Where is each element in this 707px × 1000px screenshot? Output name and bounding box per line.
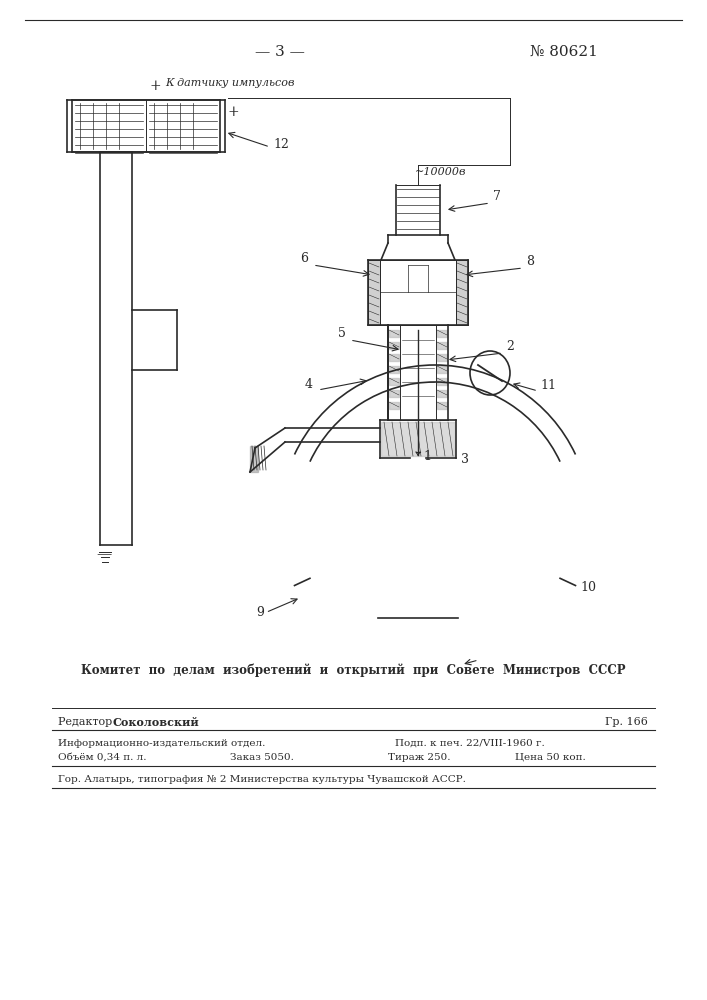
Polygon shape — [437, 390, 447, 397]
Polygon shape — [437, 402, 447, 409]
Polygon shape — [389, 366, 399, 373]
Text: 7: 7 — [493, 190, 501, 203]
Text: 1: 1 — [423, 450, 431, 463]
Polygon shape — [437, 378, 447, 385]
Text: Информационно-издательский отдел.: Информационно-издательский отдел. — [58, 738, 265, 748]
Text: 10: 10 — [580, 581, 597, 594]
Polygon shape — [456, 260, 468, 325]
Text: Гор. Алатырь, типография № 2 Министерства культуры Чувашской АССР.: Гор. Алатырь, типография № 2 Министерств… — [58, 774, 466, 784]
Text: —: — — [96, 547, 111, 561]
Text: Подп. к печ. 22/VIII-1960 г.: Подп. к печ. 22/VIII-1960 г. — [395, 738, 545, 748]
Polygon shape — [389, 390, 399, 397]
Text: 12: 12 — [273, 137, 289, 150]
Text: 2: 2 — [506, 340, 514, 353]
Text: Цена 50 коп.: Цена 50 коп. — [515, 752, 586, 762]
Polygon shape — [389, 378, 399, 385]
Polygon shape — [368, 260, 380, 325]
Polygon shape — [437, 342, 447, 349]
Text: +: + — [149, 79, 160, 93]
Text: 11: 11 — [540, 379, 556, 392]
Text: 4: 4 — [305, 378, 313, 391]
Polygon shape — [250, 446, 258, 472]
Text: Объём 0,34 п. л.: Объём 0,34 п. л. — [58, 752, 146, 762]
Text: +: + — [228, 105, 240, 119]
Polygon shape — [389, 354, 399, 361]
Text: 5: 5 — [338, 327, 346, 340]
Text: Гр. 166: Гр. 166 — [605, 717, 648, 727]
Text: 3: 3 — [461, 453, 469, 466]
Polygon shape — [437, 366, 447, 373]
Text: Соколовский: Соколовский — [113, 716, 200, 728]
Text: Тираж 250.: Тираж 250. — [388, 752, 450, 762]
Polygon shape — [381, 422, 455, 456]
Text: Комитет  по  делам  изобретений  и  открытий  при  Совете  Министров  СССР: Комитет по делам изобретений и открытий … — [81, 663, 625, 677]
Text: Редактор: Редактор — [58, 717, 116, 727]
Text: № 80621: № 80621 — [530, 45, 598, 59]
Polygon shape — [389, 342, 399, 349]
Text: 9: 9 — [256, 605, 264, 618]
Polygon shape — [437, 354, 447, 361]
Text: 6: 6 — [300, 252, 308, 265]
Polygon shape — [389, 330, 399, 337]
Text: — 3 —: — 3 — — [255, 45, 305, 59]
Polygon shape — [437, 330, 447, 337]
Polygon shape — [389, 402, 399, 409]
Text: К датчику импульсов: К датчику импульсов — [165, 78, 295, 88]
Text: 8: 8 — [526, 255, 534, 268]
Text: Заказ 5050.: Заказ 5050. — [230, 752, 294, 762]
Text: ~10000в: ~10000в — [415, 167, 467, 177]
